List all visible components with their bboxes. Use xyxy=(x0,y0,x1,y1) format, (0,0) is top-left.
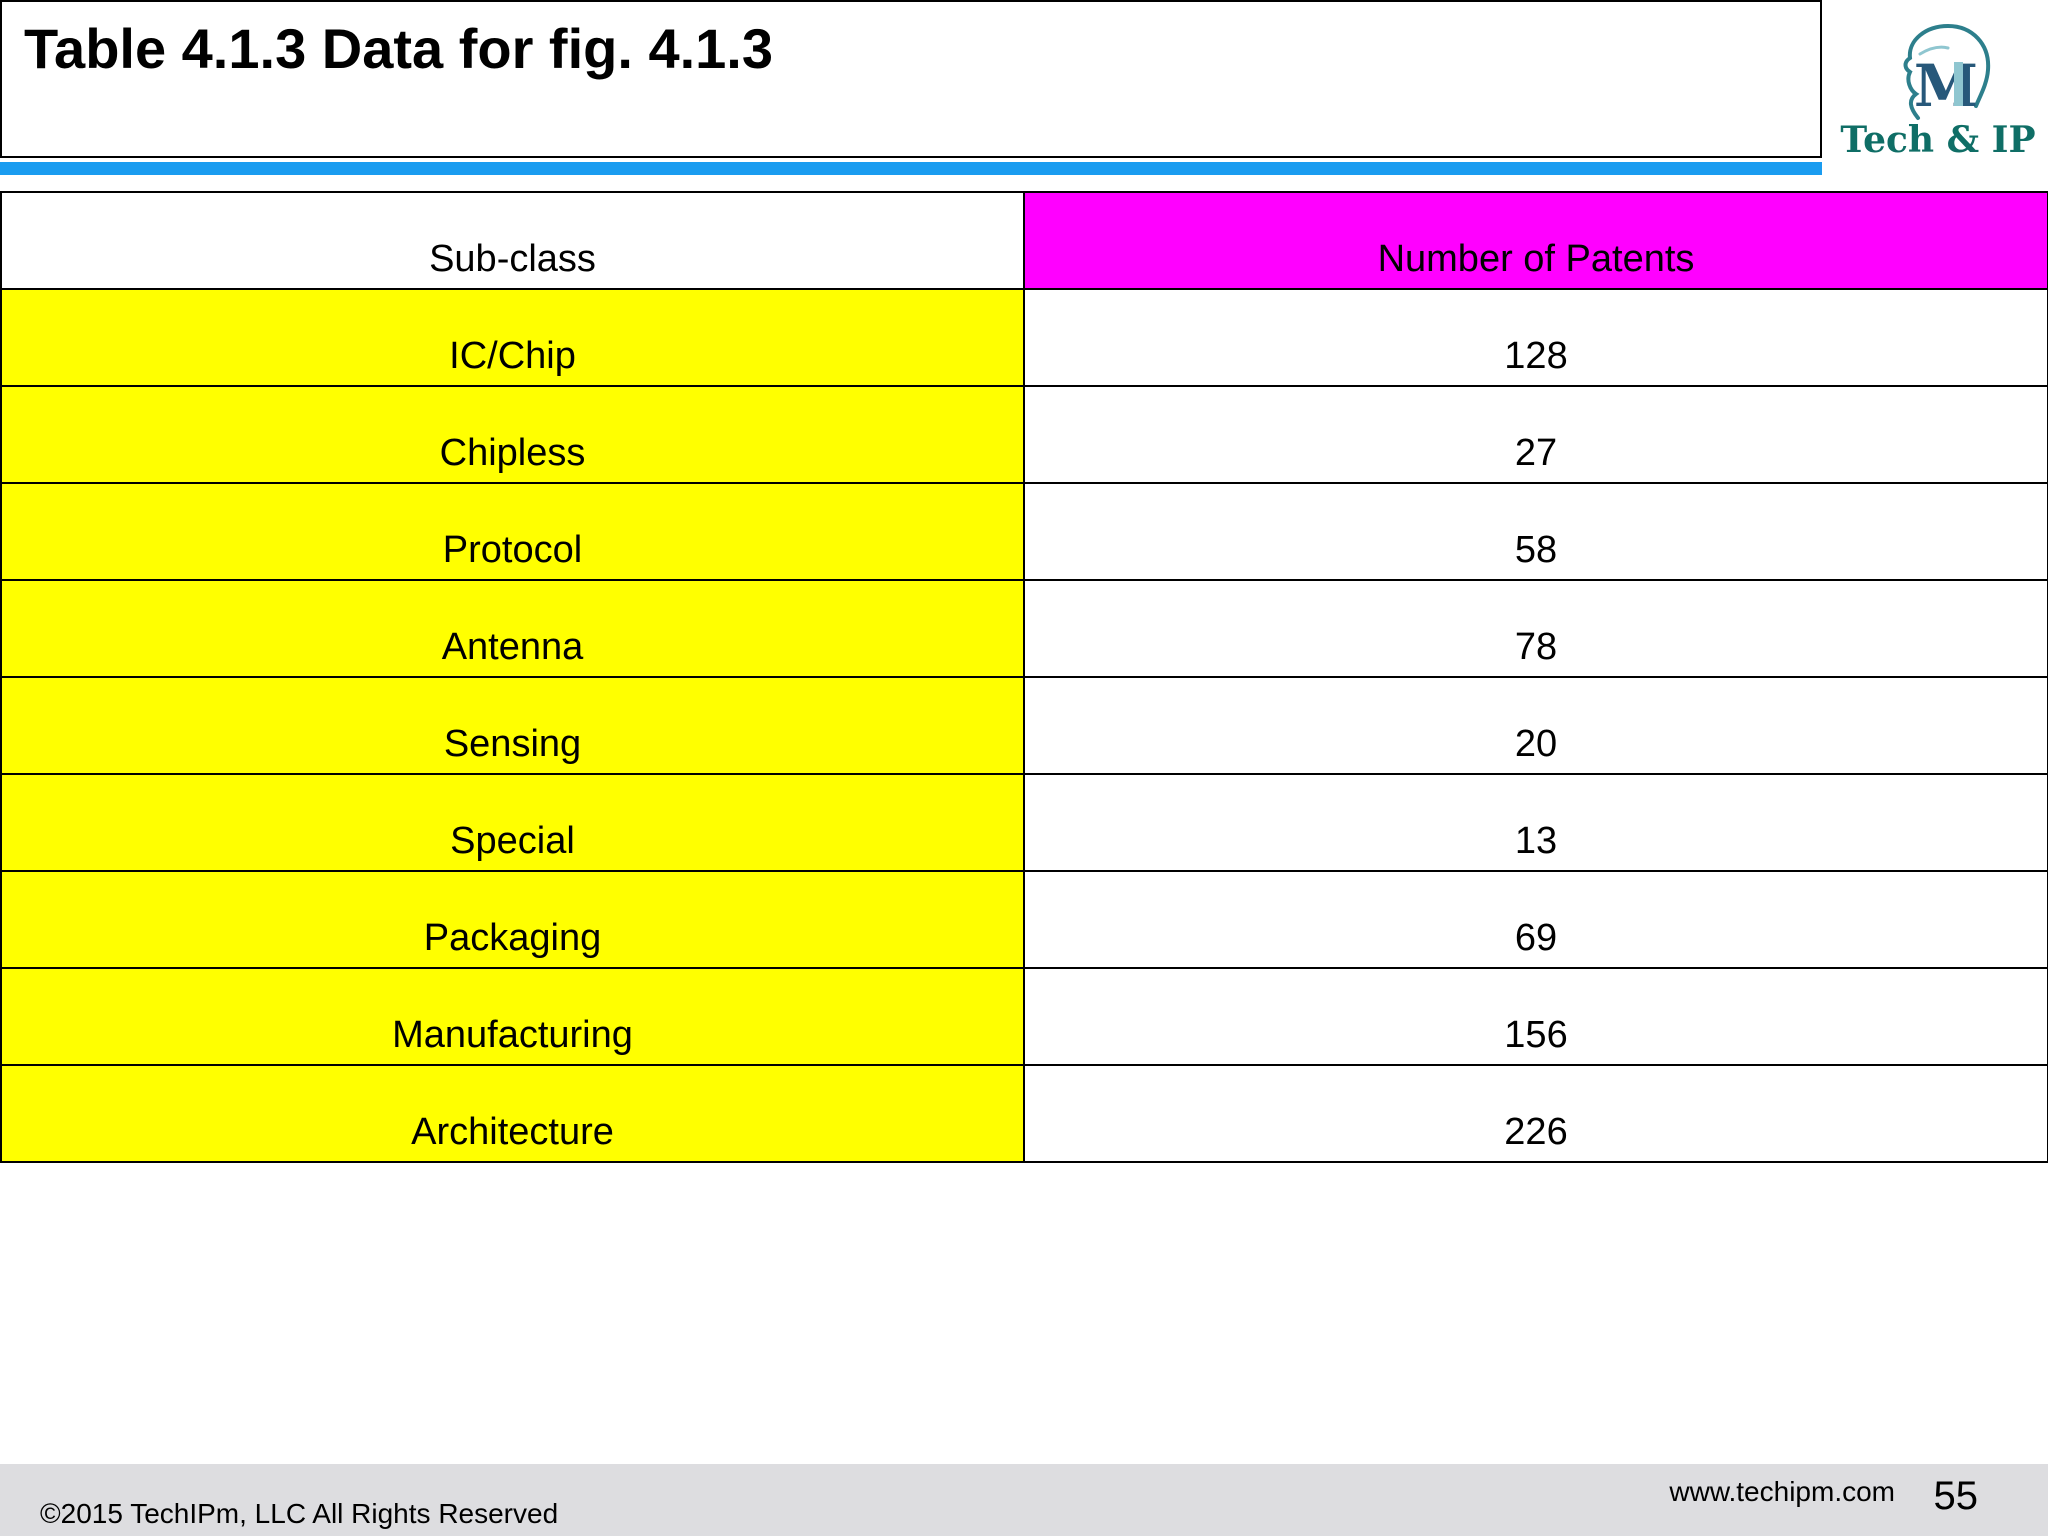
patent-count-cell: 27 xyxy=(1023,385,2048,484)
patent-count-cell: 156 xyxy=(1023,967,2048,1066)
website-text: www.techipm.com xyxy=(1669,1476,1895,1507)
table-row: Antenna 78 xyxy=(0,579,2048,678)
title-underline-rule xyxy=(0,162,1822,175)
copyright-text: ©2015 TechIPm, LLC All Rights Reserved xyxy=(40,1498,559,1529)
table-row: Manufacturing 156 xyxy=(0,967,2048,1066)
sub-class-cell: Chipless xyxy=(0,385,1025,484)
patent-count-cell: 226 xyxy=(1023,1064,2048,1163)
sub-class-cell: Special xyxy=(0,773,1025,872)
header-number-of-patents: Number of Patents xyxy=(1023,191,2048,290)
sub-class-cell: Manufacturing xyxy=(0,967,1025,1066)
patent-count-cell: 20 xyxy=(1023,676,2048,775)
table-row: Architecture 226 xyxy=(0,1064,2048,1163)
table-row: Packaging 69 xyxy=(0,870,2048,969)
sub-class-cell: Sensing xyxy=(0,676,1025,775)
header-sub-class: Sub-class xyxy=(0,191,1025,290)
sub-class-cell: IC/Chip xyxy=(0,288,1025,387)
table-row: Sensing 20 xyxy=(0,676,2048,775)
sub-class-cell: Antenna xyxy=(0,579,1025,678)
table-row: Chipless 27 xyxy=(0,385,2048,484)
page-title: Table 4.1.3 Data for fig. 4.1.3 xyxy=(24,17,773,80)
table-header-row: Sub-class Number of Patents xyxy=(0,191,2048,290)
patent-count-cell: 13 xyxy=(1023,773,2048,872)
title-box: Table 4.1.3 Data for fig. 4.1.3 xyxy=(0,0,1822,158)
logo-text: Tech & IP xyxy=(1840,119,2036,161)
patents-table: Sub-class Number of Patents IC/Chip 128 … xyxy=(0,191,2048,1163)
sub-class-cell: Architecture xyxy=(0,1064,1025,1163)
tech-ip-logo: M Tech & IP xyxy=(1838,20,2038,170)
head-profile-logo-icon: M xyxy=(1903,23,1991,120)
patent-count-cell: 58 xyxy=(1023,482,2048,581)
patent-count-cell: 78 xyxy=(1023,579,2048,678)
logo-monogram: M xyxy=(1914,52,1978,120)
patent-count-cell: 69 xyxy=(1023,870,2048,969)
patent-count-cell: 128 xyxy=(1023,288,2048,387)
table-row: IC/Chip 128 xyxy=(0,288,2048,387)
page-number: 55 xyxy=(1933,1474,1979,1518)
sub-class-cell: Protocol xyxy=(0,482,1025,581)
sub-class-cell: Packaging xyxy=(0,870,1025,969)
table-row: Special 13 xyxy=(0,773,2048,872)
footer-bar: ©2015 TechIPm, LLC All Rights Reserved w… xyxy=(0,1464,2048,1536)
table-row: Protocol 58 xyxy=(0,482,2048,581)
